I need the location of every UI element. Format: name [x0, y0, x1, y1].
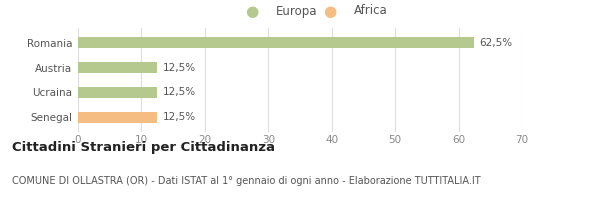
Bar [78, 87, 157, 98]
Text: 12,5%: 12,5% [163, 112, 196, 122]
Text: 62,5%: 62,5% [479, 38, 512, 48]
Text: Cittadini Stranieri per Cittadinanza: Cittadini Stranieri per Cittadinanza [12, 141, 275, 154]
Text: ●: ● [323, 3, 337, 19]
Text: ●: ● [245, 3, 259, 19]
Text: Africa: Africa [354, 4, 388, 18]
Bar [78, 37, 475, 48]
Text: 12,5%: 12,5% [163, 63, 196, 73]
Text: 12,5%: 12,5% [163, 87, 196, 97]
Text: Europa: Europa [276, 4, 317, 18]
Bar [78, 112, 157, 123]
Bar [78, 62, 157, 73]
Text: COMUNE DI OLLASTRA (OR) - Dati ISTAT al 1° gennaio di ogni anno - Elaborazione T: COMUNE DI OLLASTRA (OR) - Dati ISTAT al … [12, 176, 481, 186]
